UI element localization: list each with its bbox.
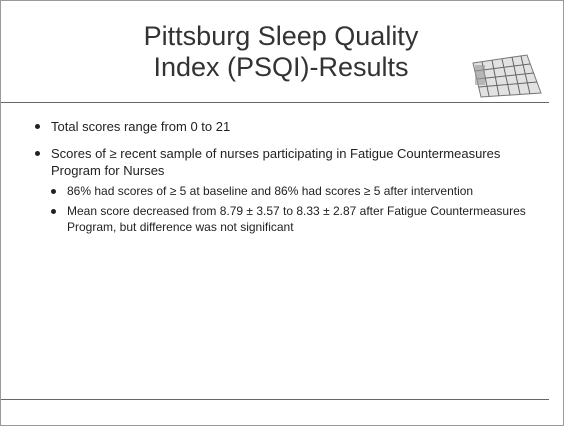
sub-bullet: Mean score decreased from 8.79 ± 3.57 to… [51, 203, 535, 235]
bullet: Total scores range from 0 to 21 [35, 118, 535, 135]
slide-title: Pittsburg Sleep Quality Index (PSQI)-Res… [61, 21, 501, 83]
bullet-text: Scores of ≥ recent sample of nurses part… [51, 146, 500, 178]
slide: Pittsburg Sleep Quality Index (PSQI)-Res… [0, 0, 564, 426]
sub-bullet: 86% had scores of ≥ 5 at baseline and 86… [51, 183, 535, 199]
bullet-list: Total scores range from 0 to 21 Scores of… [35, 118, 535, 245]
divider [1, 399, 549, 400]
title-image [467, 53, 543, 99]
bullet-text: Total scores range from 0 to 21 [51, 119, 230, 134]
title-line: Pittsburg Sleep Quality [61, 21, 501, 52]
sub-list: 86% had scores of ≥ 5 at baseline and 86… [51, 183, 535, 235]
bullet: Scores of ≥ recent sample of nurses part… [35, 145, 535, 235]
divider [1, 102, 549, 103]
title-line: Index (PSQI)-Results [61, 52, 501, 83]
